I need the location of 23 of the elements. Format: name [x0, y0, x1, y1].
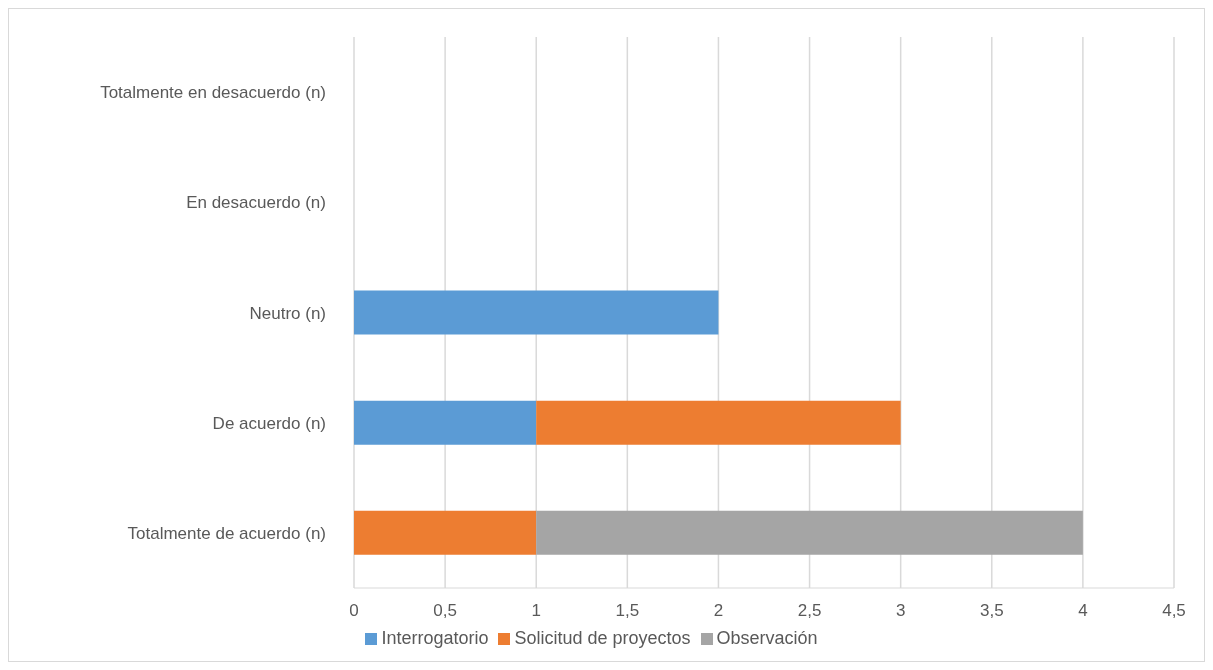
x-tick-label: 0,5: [433, 601, 457, 621]
bar: [354, 290, 719, 335]
x-tick-label: 3,5: [979, 601, 1004, 621]
x-tick-label: 4,5: [1162, 601, 1186, 621]
bar: [354, 510, 537, 555]
x-tick-label: 3: [895, 601, 906, 621]
y-tick-label: De acuerdo (n): [212, 413, 326, 433]
y-tick-label: En desacuerdo (n): [186, 193, 326, 213]
x-tick-label: 2: [713, 601, 724, 621]
bar: [536, 400, 901, 445]
y-tick-label: Neutro (n): [249, 303, 326, 323]
y-tick-label: Totalmente de acuerdo (n): [127, 523, 326, 543]
x-tick-label: 1,5: [615, 601, 640, 621]
bar: [354, 400, 537, 445]
x-tick-label: 4: [1078, 601, 1088, 621]
legend-label: Interrogatorio: [381, 628, 489, 648]
legend-label: Solicitud de proyectos: [514, 628, 691, 648]
x-tick-label: 1: [531, 601, 541, 621]
y-tick-label: Totalmente en desacuerdo (n): [100, 83, 326, 103]
bar: [536, 510, 1083, 555]
x-tick-label: 0: [349, 601, 359, 621]
x-tick-label: 2,5: [797, 601, 822, 621]
legend-label: Observación: [716, 628, 818, 648]
